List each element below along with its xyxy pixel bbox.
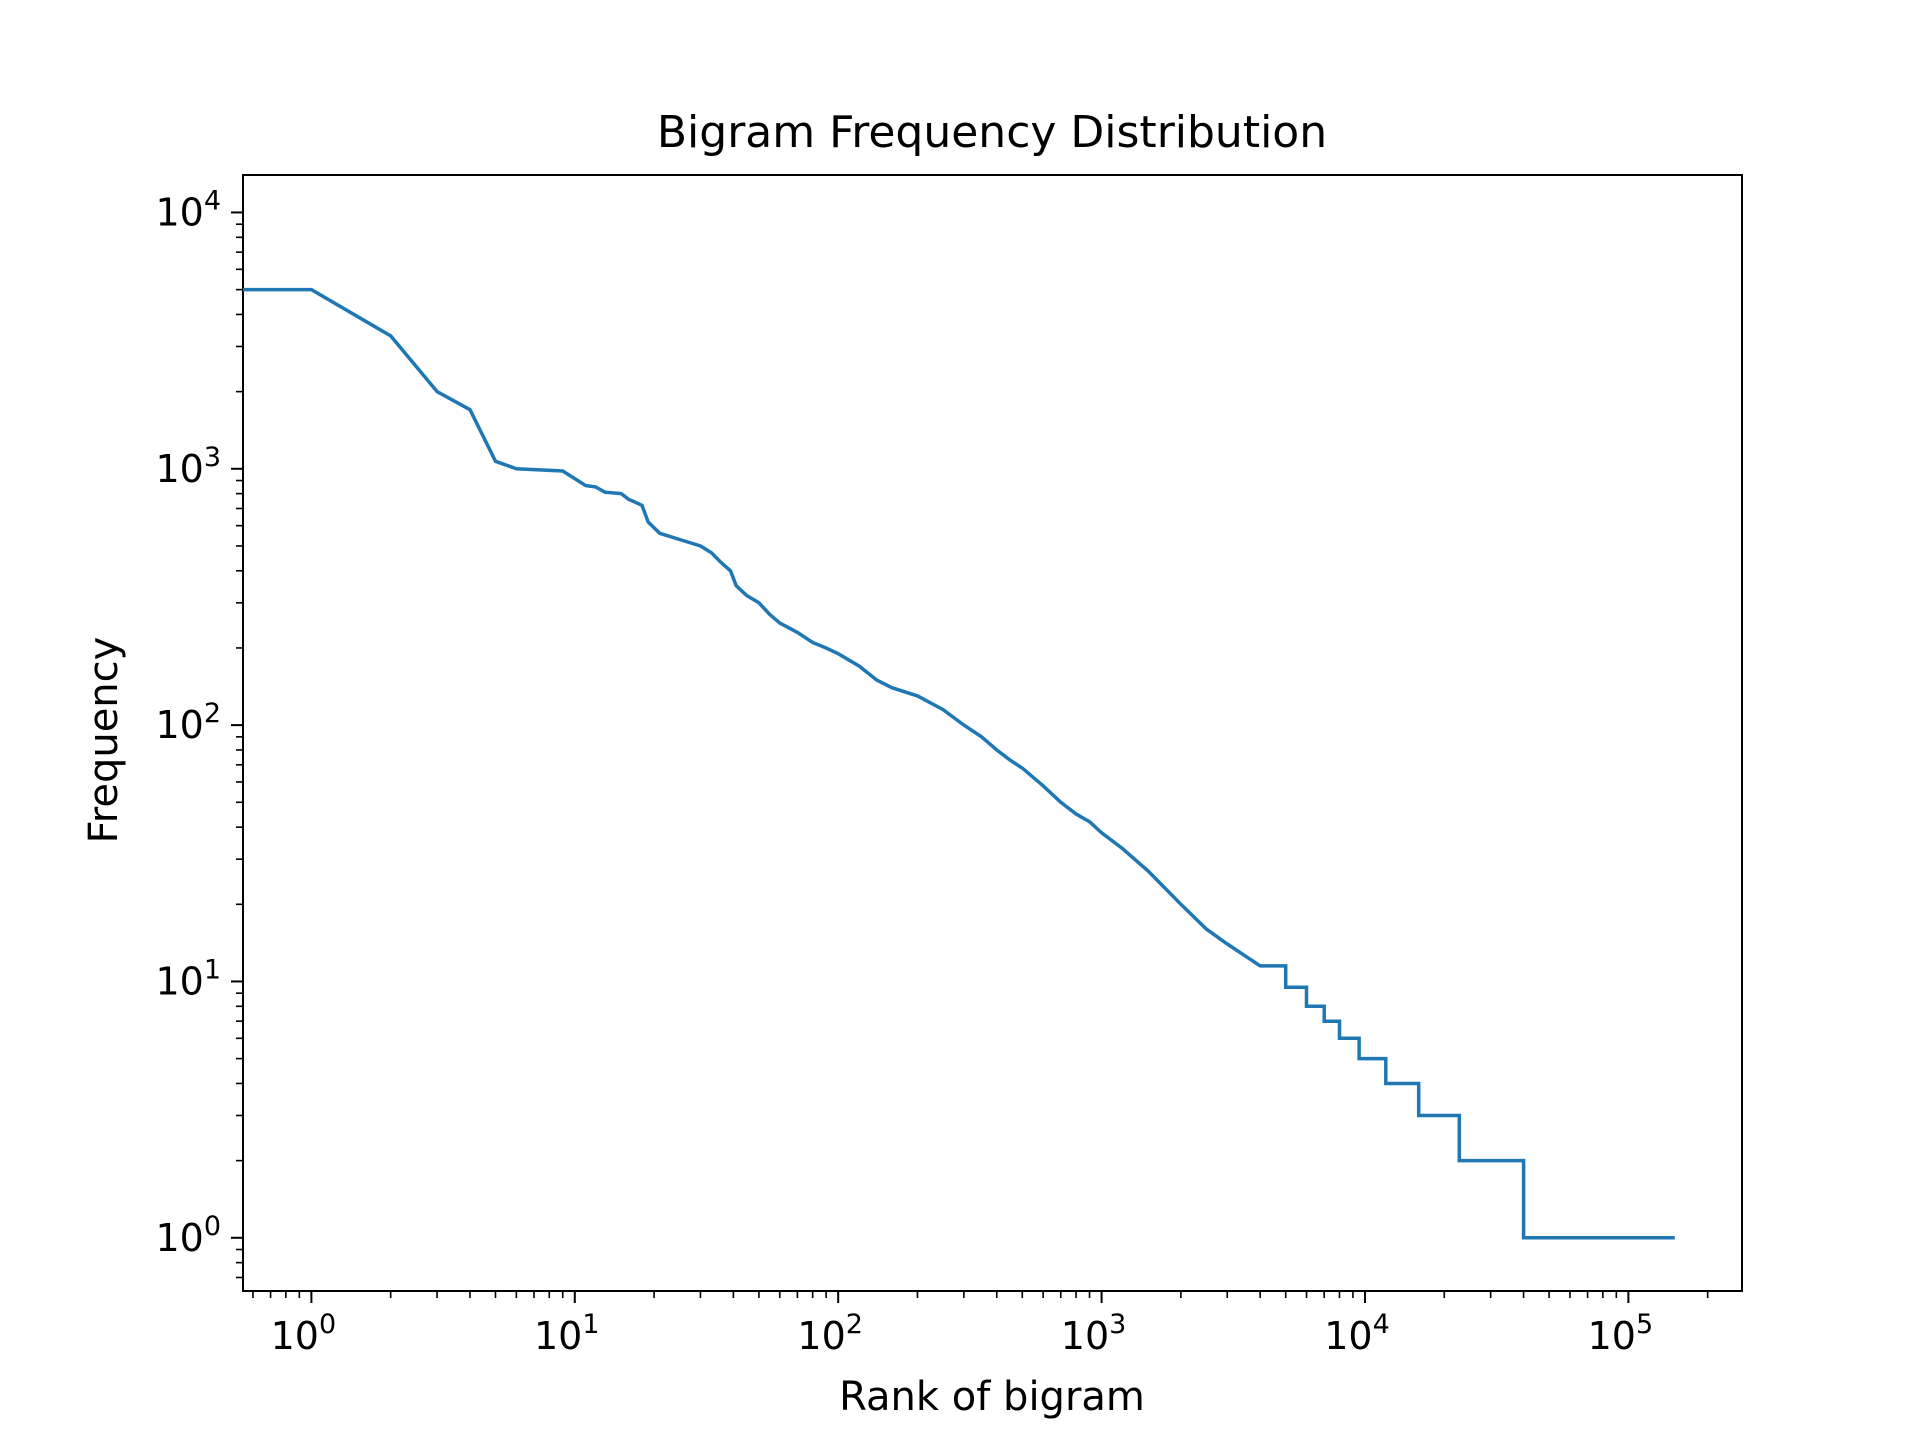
- x-tick-label-base: 10: [1324, 1314, 1372, 1358]
- y-tick-label-base: 10: [155, 1216, 203, 1260]
- x-tick-label-base: 10: [1061, 1314, 1109, 1358]
- x-tick-label-exponent: 3: [1109, 1309, 1126, 1340]
- minor-ticks: [236, 223, 1709, 1298]
- x-tick-label-exponent: 4: [1373, 1309, 1390, 1340]
- y-tick-label: 101: [155, 954, 221, 1003]
- x-tick-label: 103: [1061, 1309, 1127, 1358]
- y-tick-label-exponent: 0: [204, 1211, 221, 1242]
- y-tick-label-exponent: 1: [204, 954, 221, 985]
- x-tick-label-base: 10: [271, 1314, 319, 1358]
- y-tick-label-base: 10: [155, 703, 203, 747]
- x-tick-label-exponent: 0: [319, 1309, 336, 1340]
- y-tick-label: 104: [155, 185, 221, 234]
- chart-title: Bigram Frequency Distribution: [657, 107, 1327, 158]
- y-tick-label-base: 10: [155, 959, 203, 1003]
- x-tick-label-base: 10: [534, 1314, 582, 1358]
- x-tick-label: 102: [797, 1309, 863, 1358]
- x-tick-label: 100: [271, 1309, 337, 1358]
- y-tick-label: 100: [155, 1211, 221, 1260]
- y-tick-label-exponent: 2: [204, 698, 221, 729]
- series-line: [243, 287, 1675, 1240]
- axes-frame: [242, 174, 1743, 1292]
- x-tick-label: 101: [534, 1309, 600, 1358]
- y-tick-label-exponent: 4: [204, 185, 221, 216]
- y-tick-label-base: 10: [155, 190, 203, 234]
- y-tick-label-exponent: 3: [204, 442, 221, 473]
- x-tick-label-exponent: 2: [846, 1309, 863, 1340]
- x-tick-label-base: 10: [797, 1314, 845, 1358]
- x-tick-label: 104: [1324, 1309, 1390, 1358]
- x-tick-label-base: 10: [1588, 1314, 1636, 1358]
- x-axis-label: Rank of bigram: [839, 1374, 1145, 1420]
- x-tick-label-exponent: 5: [1636, 1309, 1653, 1340]
- x-tick-label-exponent: 1: [582, 1309, 599, 1340]
- y-tick-label: 103: [155, 442, 221, 491]
- y-tick-label: 102: [155, 698, 221, 747]
- y-axis-label: Frequency: [81, 637, 127, 844]
- x-tick-label: 105: [1588, 1309, 1654, 1358]
- y-tick-label-base: 10: [155, 447, 203, 491]
